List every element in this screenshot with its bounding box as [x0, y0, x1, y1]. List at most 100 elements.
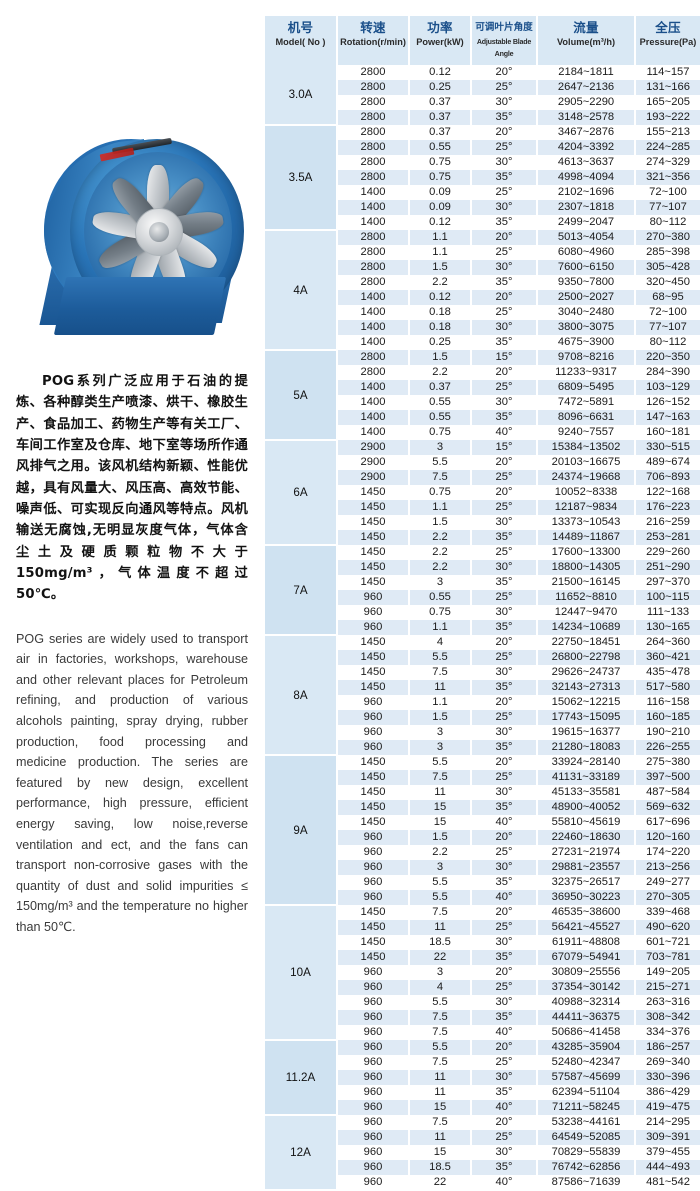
pressure-cell: 305~428 [635, 260, 700, 275]
table-row: 2800 0.25 25° 2647~2136 131~166 [265, 80, 700, 95]
table-row: 2800 0.37 30° 2905~2290 165~205 [265, 95, 700, 110]
rotation-cell: 2800 [337, 365, 410, 380]
power-cell: 11 [409, 680, 472, 695]
blade-angle-cell: 35° [471, 275, 538, 290]
volume-cell: 22460~18630 [537, 830, 636, 845]
rotation-cell: 1400 [337, 410, 410, 425]
table-row: 960 3 20° 30809~25556 149~205 [265, 965, 700, 980]
blade-angle-cell: 35° [471, 110, 538, 125]
blade-angle-cell: 25° [471, 80, 538, 95]
power-cell: 11 [409, 1130, 472, 1145]
pressure-cell: 193~222 [635, 110, 700, 125]
volume-cell: 24374~19668 [537, 470, 636, 485]
volume-cell: 29626~24737 [537, 665, 636, 680]
pressure-cell: 490~620 [635, 920, 700, 935]
pressure-cell: 186~257 [635, 1040, 700, 1055]
power-cell: 11 [409, 785, 472, 800]
rotation-cell: 960 [337, 830, 410, 845]
model-cell: 5A [265, 350, 338, 441]
volume-cell: 76742~62856 [537, 1160, 636, 1175]
rotation-cell: 960 [337, 860, 410, 875]
rotation-cell: 1400 [337, 425, 410, 440]
specification-table: 机号 Model( No ) 转速 Rotation(r/min) 功率 Pow… [265, 16, 700, 1191]
volume-cell: 11652~8810 [537, 590, 636, 605]
table-row: 960 5.5 35° 32375~26517 249~277 [265, 875, 700, 890]
blade-angle-cell: 30° [471, 155, 538, 170]
pressure-cell: 320~450 [635, 275, 700, 290]
blade-angle-cell: 15° [471, 440, 538, 455]
rotation-cell: 960 [337, 1025, 410, 1040]
rotation-cell: 1450 [337, 530, 410, 545]
volume-cell: 4998~4094 [537, 170, 636, 185]
power-cell: 2.2 [409, 275, 472, 290]
blade-angle-cell: 35° [471, 680, 538, 695]
blade-angle-cell: 25° [471, 545, 538, 560]
blade-angle-cell: 35° [471, 575, 538, 590]
rotation-cell: 2800 [337, 140, 410, 155]
blade-angle-cell: 20° [471, 965, 538, 980]
table-row: 2800 2.2 35° 9350~7800 320~450 [265, 275, 700, 290]
table-row: 1400 0.09 30° 2307~1818 77~107 [265, 200, 700, 215]
blade-angle-cell: 25° [471, 140, 538, 155]
pressure-cell: 114~157 [635, 65, 700, 80]
volume-cell: 3800~3075 [537, 320, 636, 335]
volume-cell: 9240~7557 [537, 425, 636, 440]
pressure-cell: 285~398 [635, 245, 700, 260]
blade-angle-cell: 40° [471, 890, 538, 905]
table-row: 1400 0.55 35° 8096~6631 147~163 [265, 410, 700, 425]
volume-cell: 26800~22798 [537, 650, 636, 665]
blade-angle-cell: 35° [471, 950, 538, 965]
volume-cell: 4675~3900 [537, 335, 636, 350]
blade-angle-cell: 30° [471, 320, 538, 335]
blade-angle-cell: 35° [471, 740, 538, 755]
rotation-cell: 960 [337, 1160, 410, 1175]
column-header-power-en: Power(kW) [416, 37, 464, 47]
table-row: 2800 0.75 30° 4613~3637 274~329 [265, 155, 700, 170]
blade-angle-cell: 25° [471, 245, 538, 260]
column-header-volume: 流量 Volume(m³/h) [537, 16, 636, 65]
rotation-cell: 1450 [337, 755, 410, 770]
power-cell: 11 [409, 1070, 472, 1085]
rotation-cell: 1400 [337, 395, 410, 410]
power-cell: 0.55 [409, 140, 472, 155]
rotation-cell: 960 [337, 1055, 410, 1070]
power-cell: 1.5 [409, 260, 472, 275]
blade-angle-cell: 35° [471, 1085, 538, 1100]
rotation-cell: 960 [337, 725, 410, 740]
model-cell: 8A [265, 635, 338, 756]
pressure-cell: 481~542 [635, 1175, 700, 1190]
volume-cell: 17600~13300 [537, 545, 636, 560]
blade-angle-cell: 25° [471, 500, 538, 515]
power-cell: 0.25 [409, 80, 472, 95]
fan-base-plate [53, 277, 227, 335]
power-cell: 0.37 [409, 380, 472, 395]
volume-cell: 41131~33189 [537, 770, 636, 785]
blade-angle-cell: 35° [471, 620, 538, 635]
catalog-page: POG系列广泛应用于石油的提炼、各种醇类生产喷漆、烘干、橡胶生产、食品加工、药物… [16, 16, 700, 1191]
column-header-model-zh: 机号 [287, 20, 314, 35]
pressure-cell: 72~100 [635, 305, 700, 320]
power-cell: 5.5 [409, 995, 472, 1010]
power-cell: 7.5 [409, 1025, 472, 1040]
power-cell: 5.5 [409, 1040, 472, 1055]
blade-angle-cell: 35° [471, 215, 538, 230]
blade-angle-cell: 35° [471, 530, 538, 545]
pressure-cell: 190~210 [635, 725, 700, 740]
power-cell: 0.37 [409, 110, 472, 125]
blade-angle-cell: 20° [471, 905, 538, 920]
volume-cell: 15384~13502 [537, 440, 636, 455]
volume-cell: 2102~1696 [537, 185, 636, 200]
blade-angle-cell: 35° [471, 335, 538, 350]
column-header-pressure-en: Pressure(Pa) [639, 37, 697, 47]
table-row: 1400 0.18 25° 3040~2480 72~100 [265, 305, 700, 320]
volume-cell: 2184~1811 [537, 65, 636, 80]
power-cell: 0.75 [409, 425, 472, 440]
pressure-cell: 216~259 [635, 515, 700, 530]
pressure-cell: 80~112 [635, 215, 700, 230]
blade-angle-cell: 25° [471, 305, 538, 320]
rotation-cell: 1450 [337, 800, 410, 815]
model-cell: 6A [265, 440, 338, 546]
volume-cell: 14489~11867 [537, 530, 636, 545]
volume-cell: 36950~30223 [537, 890, 636, 905]
blade-angle-cell: 20° [471, 695, 538, 710]
